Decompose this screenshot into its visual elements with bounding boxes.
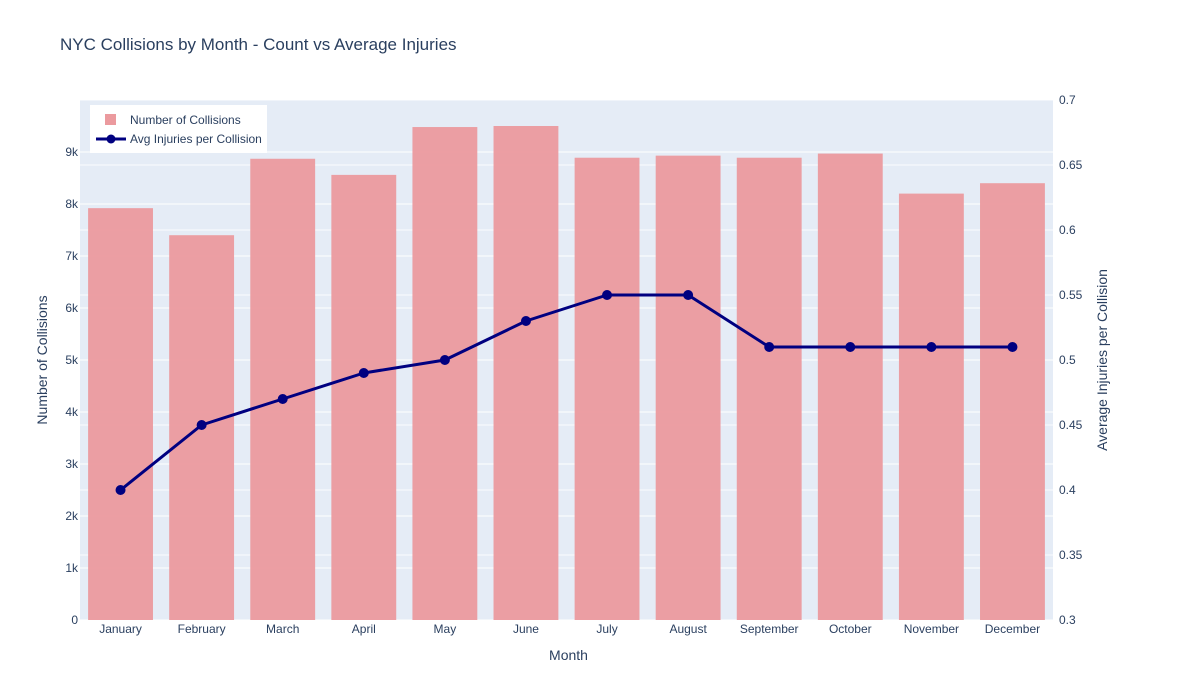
x-tick-label: January	[99, 622, 142, 636]
x-tick-label: July	[596, 622, 617, 636]
bar	[655, 155, 721, 620]
y-tick-label: 3k	[65, 457, 79, 471]
y2-tick-label: 0.65	[1059, 158, 1083, 172]
bar	[980, 183, 1045, 620]
line-point	[115, 485, 126, 495]
y2-tick-label: 0.3	[1059, 613, 1076, 627]
x-tick-label: April	[352, 622, 376, 636]
y-tick-label: 0	[71, 613, 78, 627]
x-axis-label: Month	[549, 647, 588, 663]
y2-tick-label: 0.35	[1059, 548, 1083, 562]
y2-tick-label: 0.55	[1059, 288, 1083, 302]
x-tick-label: March	[266, 622, 299, 636]
bar	[898, 193, 964, 620]
line-point	[277, 394, 288, 404]
line-layer	[115, 290, 1018, 495]
y-tick-label: 5k	[65, 353, 79, 367]
x-tick-label: October	[829, 622, 872, 636]
bar	[250, 158, 316, 620]
x-tick-label: February	[178, 622, 226, 636]
y-tick-label: 4k	[65, 405, 79, 419]
y2-tick-label: 0.7	[1059, 93, 1076, 107]
line-point	[1007, 342, 1018, 352]
line-point	[196, 420, 207, 430]
bar	[88, 208, 153, 620]
line-point	[926, 342, 937, 352]
y-tick-label: 9k	[65, 145, 79, 159]
bar	[412, 127, 478, 620]
line-point	[683, 290, 694, 300]
y2-tick-label: 0.4	[1059, 483, 1076, 497]
y-axis-label: Number of Collisions	[34, 295, 50, 424]
bar	[817, 153, 883, 620]
bar	[493, 126, 559, 620]
x-tick-label: May	[434, 622, 457, 636]
x-tick-label: November	[904, 622, 959, 636]
x-tick-label: September	[740, 622, 799, 636]
y-tick-label: 8k	[65, 197, 79, 211]
grid-layer	[80, 99, 1053, 621]
line-point	[602, 290, 613, 300]
legend-swatch-marker	[106, 134, 116, 144]
y2-tick-label: 0.5	[1059, 353, 1076, 367]
bar	[574, 157, 640, 620]
bar	[331, 174, 397, 620]
legend-label-bars: Number of Collisions	[130, 113, 241, 127]
y2-tick-label: 0.6	[1059, 223, 1076, 237]
bar	[736, 157, 802, 620]
legend-box	[90, 105, 267, 153]
y2-axis-label: Average Injuries per Collision	[1094, 269, 1110, 451]
line-point	[439, 355, 450, 365]
x-tick-label: June	[513, 622, 539, 636]
legend-label-line: Avg Injuries per Collision	[130, 132, 262, 146]
y-tick-label: 6k	[65, 301, 79, 315]
y-tick-label: 1k	[65, 561, 79, 575]
line-point	[520, 316, 531, 326]
y2-tick-label: 0.45	[1059, 418, 1083, 432]
y-tick-label: 7k	[65, 249, 79, 263]
legend-swatch-bars	[105, 114, 116, 125]
x-tick-label: December	[985, 622, 1040, 636]
series-line	[119, 293, 1013, 492]
line-point	[845, 342, 856, 352]
axis-layer: 0 1k 2k 3k 4k 5k 6k 7k 8k 9k 0.3 0.35 0.4 0.45 0.5 0.55…	[65, 93, 1082, 636]
legend: Number of Collisions Avg Injuries per Co…	[90, 105, 267, 153]
y-tick-label: 2k	[65, 509, 79, 523]
line-point	[358, 368, 369, 378]
chart-title: NYC Collisions by Month - Count vs Avera…	[60, 35, 457, 54]
line-point	[764, 342, 775, 352]
x-tick-label: August	[669, 622, 707, 636]
bars-layer	[88, 126, 1045, 620]
